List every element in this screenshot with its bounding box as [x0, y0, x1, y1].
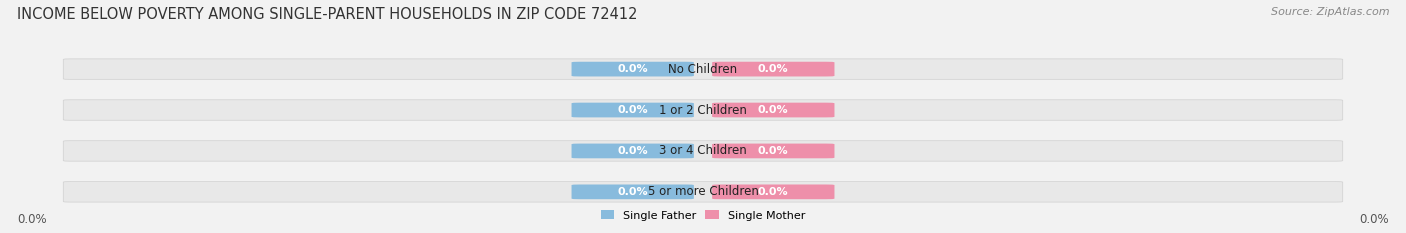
FancyBboxPatch shape — [63, 182, 1343, 202]
Text: 0.0%: 0.0% — [758, 105, 789, 115]
Text: 0.0%: 0.0% — [17, 212, 46, 226]
FancyBboxPatch shape — [571, 103, 695, 117]
Legend: Single Father, Single Mother: Single Father, Single Mother — [596, 206, 810, 225]
FancyBboxPatch shape — [713, 103, 835, 117]
Text: 0.0%: 0.0% — [758, 64, 789, 74]
FancyBboxPatch shape — [713, 62, 835, 76]
Text: Source: ZipAtlas.com: Source: ZipAtlas.com — [1271, 7, 1389, 17]
FancyBboxPatch shape — [63, 59, 1343, 79]
Text: 0.0%: 0.0% — [617, 187, 648, 197]
Text: No Children: No Children — [668, 63, 738, 75]
Text: 0.0%: 0.0% — [1360, 212, 1389, 226]
FancyBboxPatch shape — [571, 62, 695, 76]
Text: 5 or more Children: 5 or more Children — [648, 185, 758, 198]
Text: 1 or 2 Children: 1 or 2 Children — [659, 103, 747, 116]
Text: 0.0%: 0.0% — [758, 187, 789, 197]
FancyBboxPatch shape — [713, 185, 835, 199]
Text: 0.0%: 0.0% — [617, 64, 648, 74]
Text: 0.0%: 0.0% — [758, 146, 789, 156]
Text: 0.0%: 0.0% — [617, 146, 648, 156]
Text: 3 or 4 Children: 3 or 4 Children — [659, 144, 747, 158]
FancyBboxPatch shape — [571, 185, 695, 199]
FancyBboxPatch shape — [63, 100, 1343, 120]
Text: 0.0%: 0.0% — [617, 105, 648, 115]
Text: INCOME BELOW POVERTY AMONG SINGLE-PARENT HOUSEHOLDS IN ZIP CODE 72412: INCOME BELOW POVERTY AMONG SINGLE-PARENT… — [17, 7, 637, 22]
FancyBboxPatch shape — [63, 141, 1343, 161]
FancyBboxPatch shape — [713, 144, 835, 158]
FancyBboxPatch shape — [571, 144, 695, 158]
